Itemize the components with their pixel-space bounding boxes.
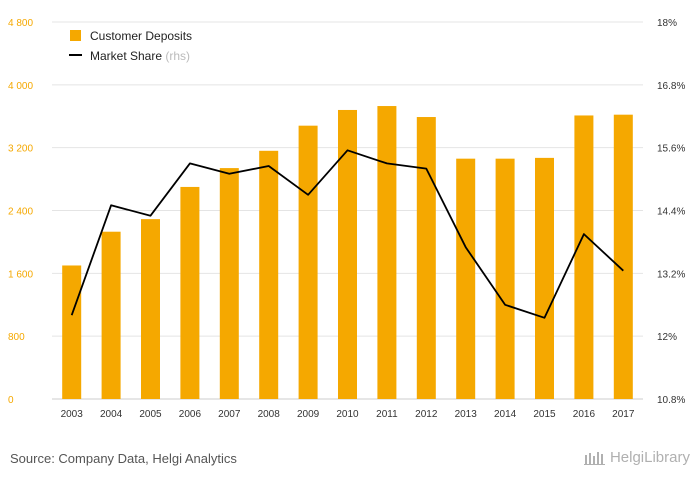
x-tick-label: 2014 [494,409,517,420]
logo-text: HelgiLibrary [609,449,690,466]
x-axis: 2003 2004 2005 2006 2007 2008 2009 2010 2011 2012… [61,409,635,420]
y-right-tick-label: 16.8% [657,81,685,92]
y-left-tick-label: 3 200 [8,144,33,155]
legend-label-deposits: Customer Deposits [90,29,192,43]
y-right-tick-label: 14.4% [657,207,685,218]
x-tick-label: 2005 [139,409,162,420]
y-left-tick-label: 4 800 [8,18,33,29]
bar [456,158,476,399]
line-series [70,149,624,319]
x-tick-label: 2003 [61,409,84,420]
y-right-tick-label: 18% [657,18,677,29]
bar [377,106,397,399]
x-tick-label: 2013 [455,409,478,420]
market-share-line [70,149,624,319]
x-tick-label: 2012 [415,409,438,420]
y-right-tick-label: 12% [657,332,677,343]
bar [259,150,279,399]
x-tick-label: 2009 [297,409,320,420]
x-tick-label: 2010 [336,409,359,420]
legend: Customer Deposits Market Share (rhs) [69,29,192,63]
bar [180,186,200,399]
x-tick-label: 2004 [100,409,123,420]
bar [613,114,633,399]
x-tick-label: 2015 [533,409,556,420]
helgi-library-logo: HelgiLibrary [583,449,690,466]
legend-swatch-deposits [70,30,81,41]
y-left-tick-label: 2 400 [8,207,33,218]
bar [101,231,121,399]
bar [535,157,554,399]
bar [219,168,239,399]
x-tick-label: 2011 [376,409,398,420]
x-tick-label: 2017 [612,409,635,420]
bar [298,125,318,400]
y-left-tick-label: 0 [8,395,14,406]
bar [62,265,82,399]
bar [495,158,515,399]
y-right-tick-label: 10.8% [657,395,685,406]
legend-market-share-name: Market Share [90,49,162,63]
bar-series [62,106,633,400]
y-left-tick-label: 800 [8,332,25,343]
y-left-tick-label: 1 600 [8,269,33,280]
bar [416,117,436,400]
y-axis-right: 10.8% 12% 13.2% 14.4% 15.6% 16.8% 18% [657,18,685,406]
y-right-tick-label: 13.2% [657,269,685,280]
y-right-tick-label: 15.6% [657,144,685,155]
bar [141,219,160,399]
source-note: Source: Company Data, Helgi Analytics [10,451,237,466]
x-tick-label: 2006 [179,409,202,420]
x-tick-label: 2008 [258,409,281,420]
y-left-tick-label: 4 000 [8,81,33,92]
x-tick-label: 2007 [218,409,241,420]
bar [338,109,357,399]
x-tick-label: 2016 [573,409,596,420]
bar [574,115,594,399]
y-axis-left: 0 800 1 600 2 400 3 200 4 000 4 800 [8,18,33,406]
legend-market-share-suffix: (rhs) [165,49,190,63]
legend-label-market-share: Market Share (rhs) [90,49,190,63]
library-building-icon [583,451,606,465]
